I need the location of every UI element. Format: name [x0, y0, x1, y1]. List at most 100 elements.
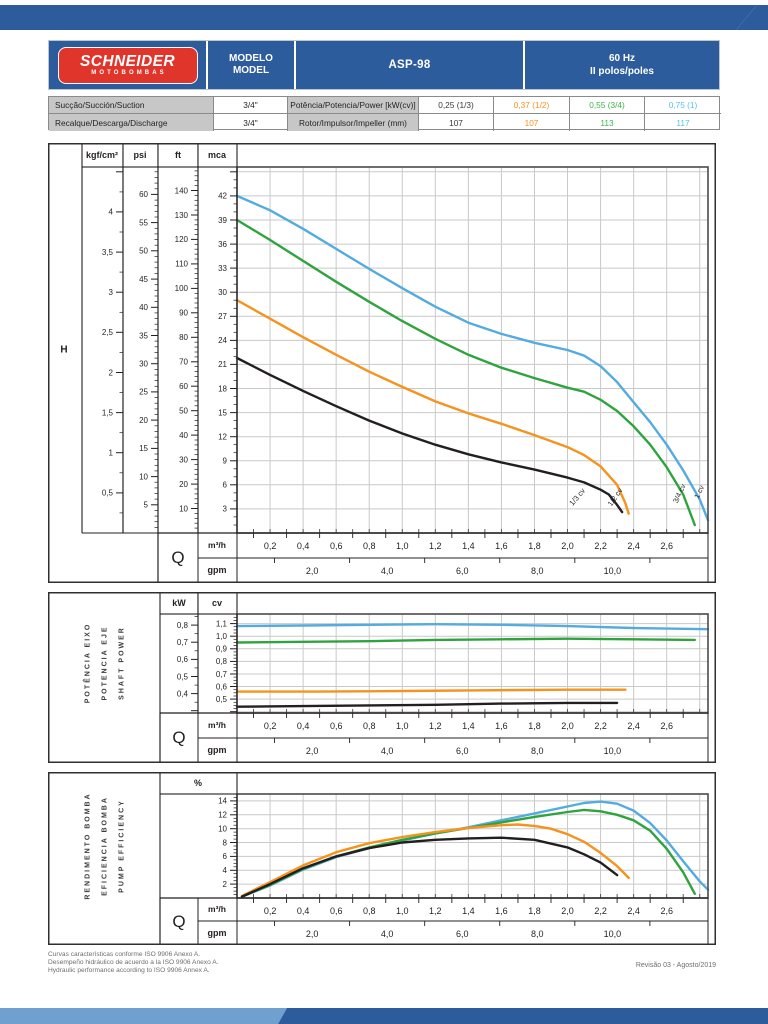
svg-text:3: 3 [223, 505, 228, 514]
svg-text:27: 27 [218, 312, 227, 321]
svg-text:40: 40 [179, 431, 188, 440]
model-value-cell: ASP-98 [294, 41, 523, 89]
svg-text:4: 4 [223, 866, 228, 875]
svg-text:33: 33 [218, 264, 227, 273]
svg-text:40: 40 [139, 303, 148, 312]
efficiency-title-es: EFICIENCIA BOMBA [101, 796, 109, 896]
svg-text:1,6: 1,6 [495, 721, 508, 731]
svg-text:0,8: 0,8 [363, 906, 376, 916]
svg-text:10: 10 [139, 472, 148, 481]
logo-sub-text: MOTOBOMBAS [91, 69, 167, 76]
svg-text:10,0: 10,0 [604, 746, 622, 756]
svg-text:14: 14 [218, 797, 227, 806]
poles-value: II polos/poles [590, 66, 654, 77]
power-value-1: 0,25 (1/3) [419, 97, 494, 114]
svg-text:4,0: 4,0 [381, 746, 394, 756]
svg-text:35: 35 [139, 331, 148, 340]
svg-text:1/3 cv: 1/3 cv [567, 486, 587, 507]
svg-text:6,0: 6,0 [456, 929, 469, 939]
frequency-cell: 60 Hz II polos/poles [523, 41, 719, 89]
svg-text:2,0: 2,0 [561, 721, 574, 731]
svg-text:20: 20 [179, 480, 188, 489]
logo-cell: SCHNEIDER MOTOBOMBAS [49, 41, 206, 89]
footer-note-es: Desempeño hidráulico de acuerdo a la ISO… [48, 959, 219, 966]
svg-text:24: 24 [218, 336, 227, 345]
svg-text:2,4: 2,4 [627, 906, 640, 916]
svg-text:8,0: 8,0 [531, 566, 544, 576]
svg-text:1,0: 1,0 [216, 632, 228, 641]
svg-text:8,0: 8,0 [531, 746, 544, 756]
shaft-power-title-es: POTENCIA EJE [101, 625, 109, 701]
svg-text:18: 18 [218, 384, 227, 393]
svg-text:1,0: 1,0 [396, 906, 409, 916]
svg-text:1,4: 1,4 [462, 541, 475, 551]
svg-text:42: 42 [218, 192, 227, 201]
svg-text:0,9: 0,9 [216, 645, 228, 654]
svg-text:15: 15 [218, 408, 227, 417]
svg-text:1,6: 1,6 [495, 541, 508, 551]
svg-text:110: 110 [175, 260, 188, 269]
svg-text:12: 12 [218, 433, 227, 442]
logo-brand-text: SCHNEIDER [80, 52, 175, 70]
svg-text:55: 55 [139, 218, 148, 227]
model-label-cell: MODELO MODEL [206, 41, 294, 89]
svg-text:25: 25 [139, 388, 148, 397]
svg-text:60: 60 [179, 382, 188, 391]
head-flow-chart: 1/3 cv 1/2 cv 3/4 cv 1 cv 0,2 0,4 0,6 0,8 1,0 1,2… [48, 143, 716, 583]
svg-text:0,4: 0,4 [297, 721, 310, 731]
svg-text:0,6: 0,6 [330, 721, 343, 731]
unit-m3h: m³/h [208, 540, 226, 550]
svg-text:100: 100 [175, 284, 189, 293]
svg-text:0,4: 0,4 [177, 689, 189, 698]
svg-text:1,8: 1,8 [528, 541, 541, 551]
svg-text:2,2: 2,2 [594, 906, 607, 916]
svg-text:8,0: 8,0 [531, 929, 544, 939]
svg-text:80: 80 [179, 333, 188, 342]
head-axis-symbol: H [60, 344, 68, 356]
svg-text:10,0: 10,0 [604, 929, 622, 939]
impeller-value-3: 113 [570, 114, 645, 131]
model-value: ASP-98 [388, 59, 431, 71]
header-table: SCHNEIDER MOTOBOMBAS MODELO MODEL ASP-98… [48, 40, 720, 90]
impeller-value-4: 117 [676, 117, 690, 128]
suction-label: Sucção/Succión/Suction [49, 97, 214, 114]
bottom-band-dark [278, 1008, 768, 1024]
svg-text:9: 9 [223, 457, 228, 466]
svg-text:6: 6 [223, 852, 228, 861]
suction-value: 3/4" [214, 97, 288, 114]
svg-text:1,8: 1,8 [528, 721, 541, 731]
svg-text:3,5: 3,5 [102, 248, 114, 257]
svg-text:10: 10 [218, 825, 227, 834]
svg-text:2,2: 2,2 [594, 721, 607, 731]
svg-text:1,4: 1,4 [462, 721, 475, 731]
svg-text:1,0: 1,0 [396, 721, 409, 731]
svg-text:0,4: 0,4 [297, 541, 310, 551]
svg-text:2: 2 [223, 880, 228, 889]
svg-text:2,0: 2,0 [561, 906, 574, 916]
shaft-power-chart: 0,2 0,4 0,6 0,8 1,0 1,2 1,4 1,6 1,8 2,0 2,2 2,4 2,6 2… [48, 592, 716, 763]
discharge-value: 3/4" [214, 114, 288, 131]
unit-gpm: gpm [207, 928, 227, 938]
svg-text:0,6: 0,6 [177, 655, 189, 664]
svg-text:15: 15 [139, 444, 148, 453]
svg-text:36: 36 [218, 240, 227, 249]
model-label-line1: MODELO [229, 53, 273, 64]
spec-table: Sucção/Succión/Suction 3/4" Potência/Pot… [48, 96, 721, 131]
svg-text:0,6: 0,6 [330, 906, 343, 916]
power-value-2: 0,37 (1/2) [494, 97, 570, 114]
svg-text:1,2: 1,2 [429, 906, 442, 916]
svg-text:0,2: 0,2 [264, 721, 277, 731]
svg-text:10,0: 10,0 [604, 566, 622, 576]
svg-text:1,8: 1,8 [528, 906, 541, 916]
svg-text:90: 90 [179, 309, 188, 318]
flow-axis-symbol: Q [172, 728, 186, 747]
svg-text:0,5: 0,5 [216, 695, 228, 704]
svg-text:4,0: 4,0 [381, 929, 394, 939]
svg-text:6,0: 6,0 [456, 746, 469, 756]
bottom-band-light [0, 1008, 287, 1024]
pump-efficiency-chart: 0,2 0,4 0,6 0,8 1,0 1,2 1,4 1,6 1,8 2,0 2,2 2,4 2,6 2… [48, 772, 716, 945]
svg-text:2,0: 2,0 [561, 541, 574, 551]
svg-text:2,5: 2,5 [102, 328, 114, 337]
unit-kw: kW [172, 598, 186, 608]
svg-text:130: 130 [175, 211, 189, 220]
